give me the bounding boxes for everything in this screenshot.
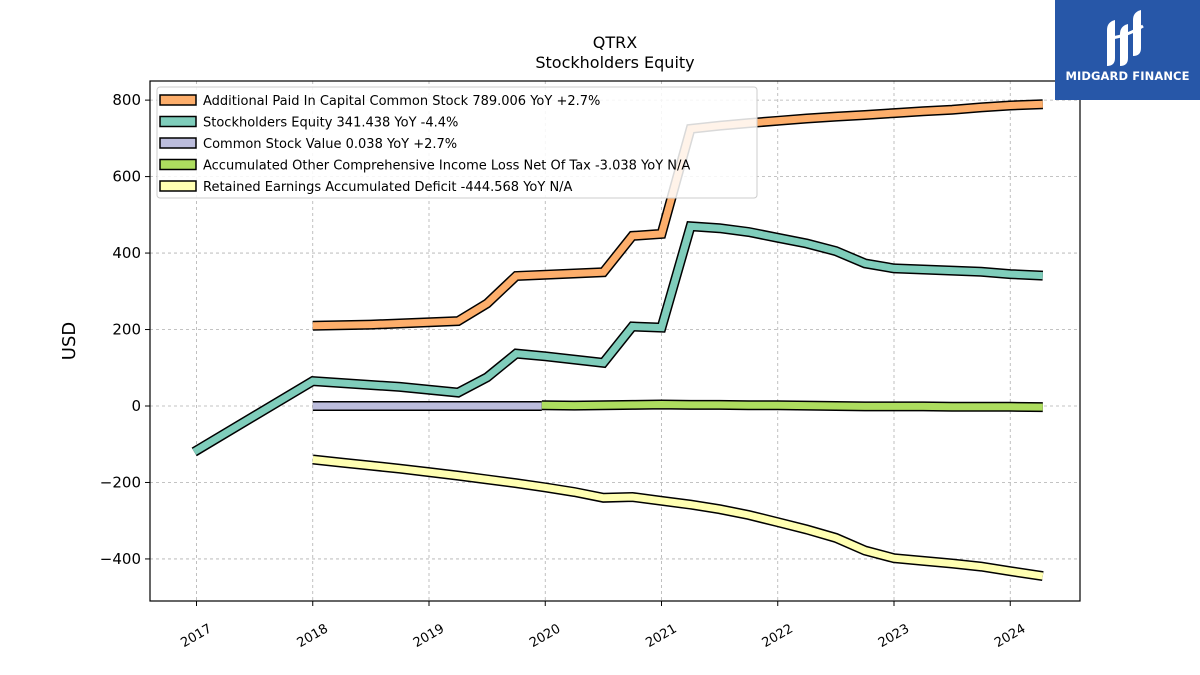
legend-swatch <box>159 180 197 192</box>
legend-item: Additional Paid In Capital Common Stock … <box>159 94 600 109</box>
y-tick-label: 800 <box>112 91 141 109</box>
x-tick-label: 2018 <box>295 621 331 651</box>
y-tick-label: −200 <box>100 473 141 491</box>
chart-title: QTRX <box>593 33 637 52</box>
x-tick-label: 2020 <box>527 621 563 651</box>
brand-logo: MIDGARD FINANCE <box>1055 0 1200 100</box>
legend-swatch <box>159 137 197 149</box>
x-tick-label: 2017 <box>178 621 214 651</box>
legend-item: Retained Earnings Accumulated Deficit -4… <box>159 180 573 195</box>
series-line-2 <box>191 221 1044 457</box>
y-tick-label: −400 <box>100 550 141 568</box>
legend-item: Stockholders Equity 341.438 YoY -4.4% <box>159 115 458 131</box>
x-tick-label: 2022 <box>760 621 796 651</box>
series-stroke <box>312 456 1044 580</box>
x-tick-label: 2023 <box>876 621 912 651</box>
legend-item: Common Stock Value 0.038 YoY +2.7% <box>159 137 457 152</box>
series-stroke <box>192 222 1043 455</box>
legend-label: Retained Earnings Accumulated Deficit -4… <box>203 180 573 195</box>
x-tick-label: 2021 <box>643 621 679 651</box>
chart-subtitle: Stockholders Equity <box>535 53 694 72</box>
y-axis-label: USD <box>59 322 80 360</box>
legend-label: Additional Paid In Capital Common Stock … <box>203 94 600 109</box>
brand-name: MIDGARD FINANCE <box>1065 69 1190 83</box>
y-tick-label: 400 <box>112 244 141 262</box>
series-line-5 <box>312 454 1044 582</box>
x-tick-label: 2019 <box>411 621 447 651</box>
legend-swatch <box>159 94 197 106</box>
legend: Additional Paid In Capital Common Stock … <box>156 86 758 199</box>
midgard-m-logo-icon <box>1107 10 1144 66</box>
y-tick-label: 200 <box>112 321 141 339</box>
legend-item: Accumulated Other Comprehensive Income L… <box>159 158 690 174</box>
y-tick-label: 600 <box>112 168 141 186</box>
y-tick-label: 0 <box>131 397 141 415</box>
series-line-4 <box>541 399 1043 413</box>
legend-label: Common Stock Value 0.038 YoY +2.7% <box>203 137 457 152</box>
legend-swatch <box>159 158 197 171</box>
legend-frame <box>156 86 758 199</box>
legend-label: Stockholders Equity 341.438 YoY -4.4% <box>203 116 458 131</box>
plot-frame <box>149 80 1081 602</box>
legend-swatch <box>159 115 197 128</box>
series-stroke <box>541 400 1043 411</box>
legend-label: Accumulated Other Comprehensive Income L… <box>203 159 690 174</box>
x-tick-label: 2024 <box>992 621 1028 651</box>
